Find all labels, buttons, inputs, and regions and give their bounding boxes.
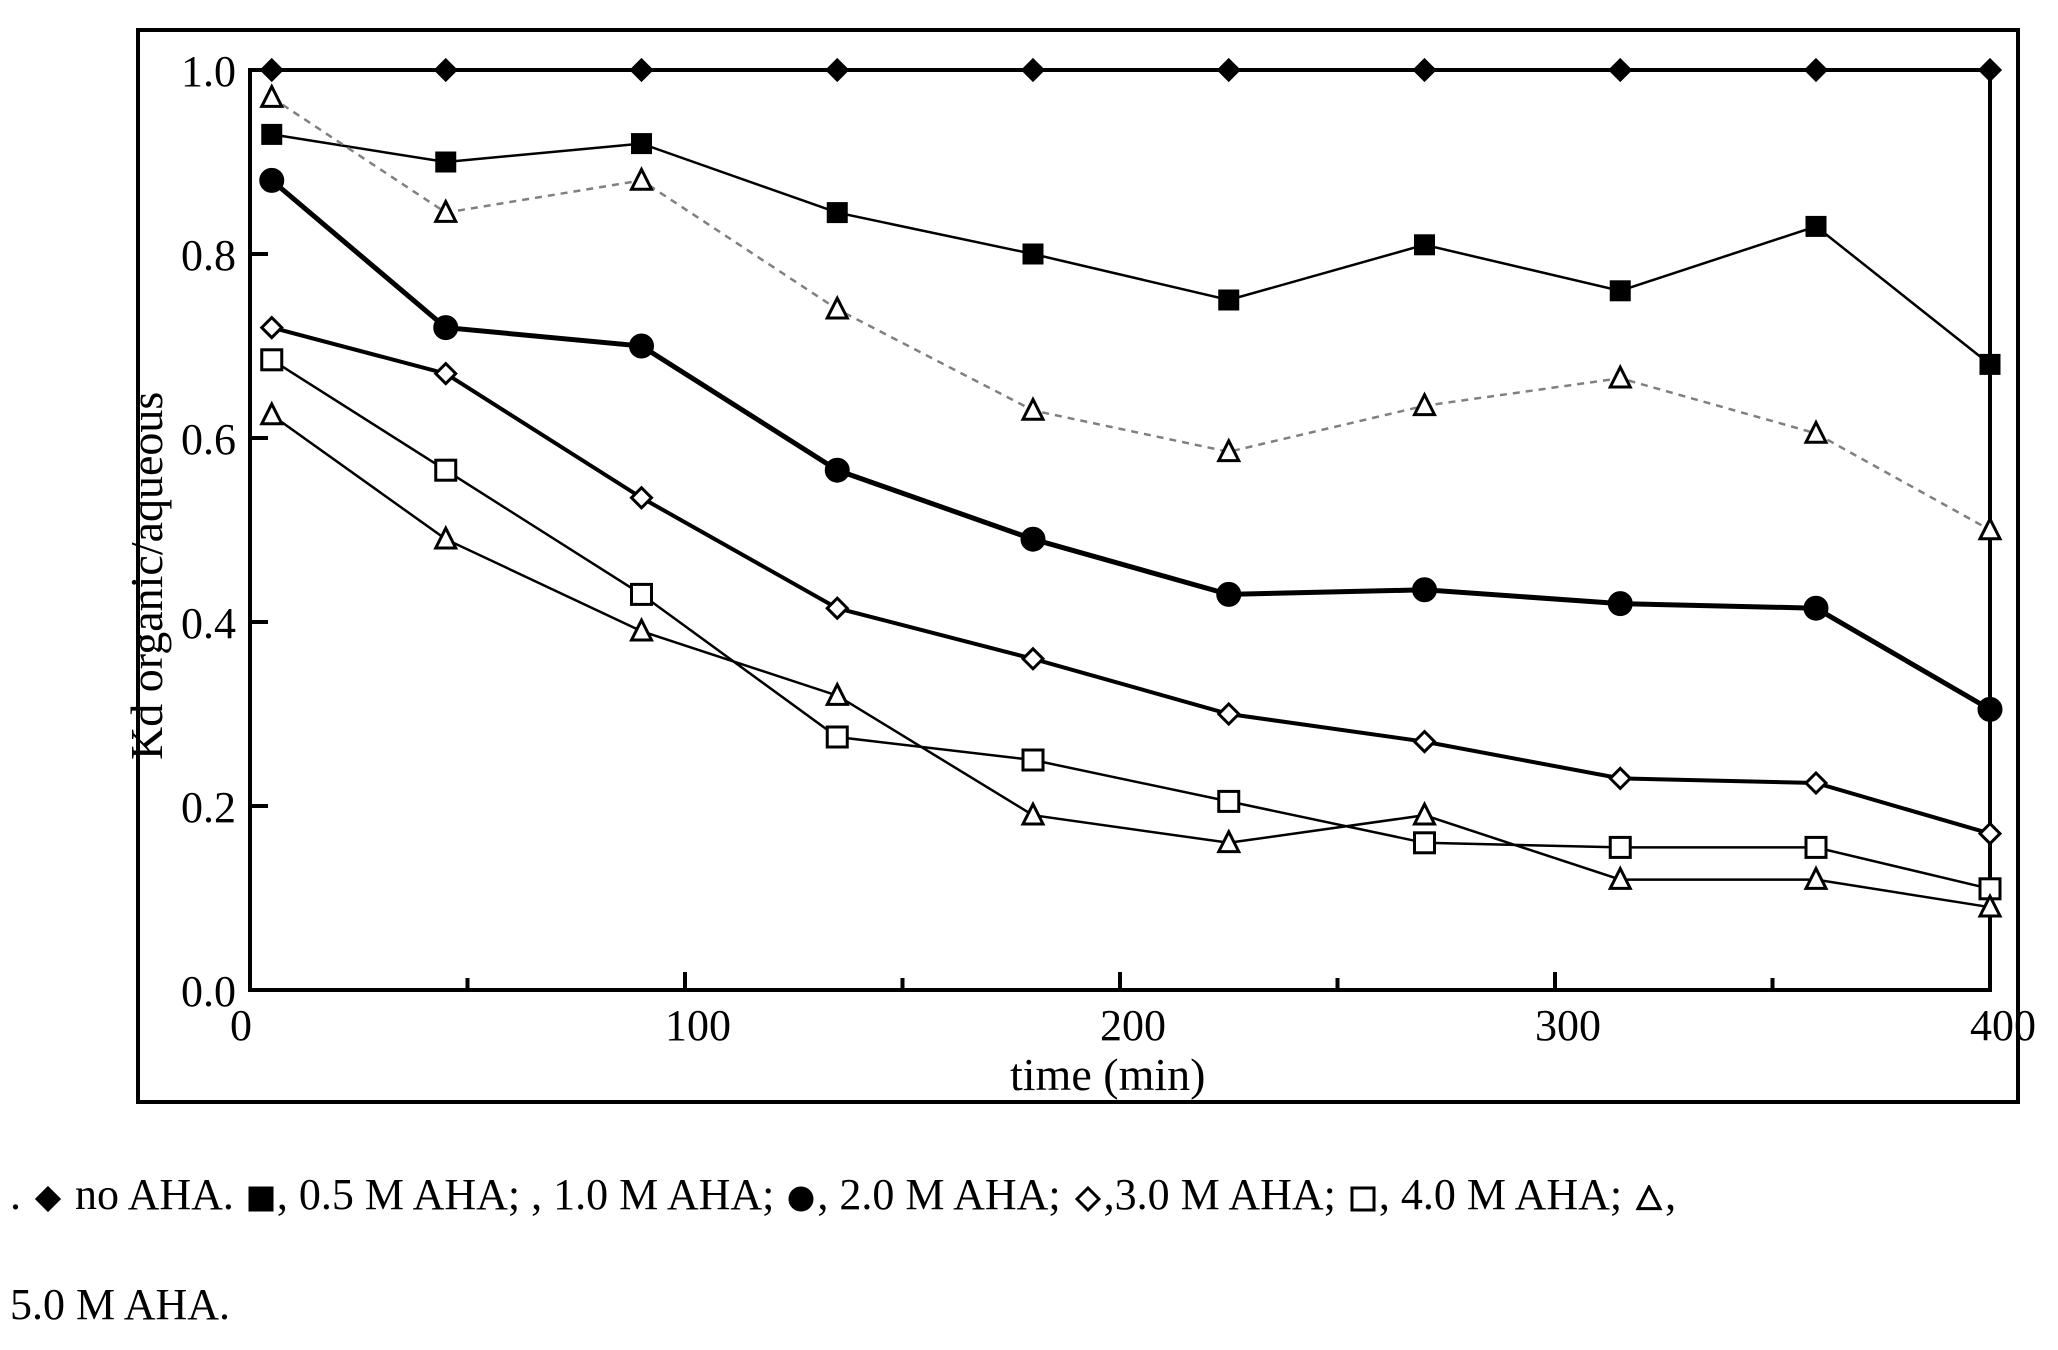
caption-text: ,3.0 M AHA; xyxy=(1104,1170,1347,1219)
series-marker-aha-05 xyxy=(1024,245,1042,263)
y-tick-label: 0.6 xyxy=(181,414,236,465)
y-tick-label: 1.0 xyxy=(181,46,236,97)
series-marker-aha-20 xyxy=(435,317,457,339)
series-marker-aha-20 xyxy=(1609,593,1631,615)
series-marker-aha-05 xyxy=(263,125,281,143)
caption-text: , 4.0 M AHA; xyxy=(1379,1170,1633,1219)
series-marker-aha-40 xyxy=(1219,791,1239,811)
figure-caption: . no AHA. , 0.5 M AHA; , 1.0 M AHA; , 2.… xyxy=(10,1150,2048,1350)
series-marker-aha-40 xyxy=(632,584,652,604)
series-marker-aha-40 xyxy=(1806,837,1826,857)
x-tick-label: 400 xyxy=(1970,1000,2036,1051)
x-tick-label: 300 xyxy=(1535,1000,1601,1051)
series-marker-aha-20 xyxy=(826,459,848,481)
x-axis-title: time (min) xyxy=(1010,1048,1205,1101)
y-tick-label: 0.8 xyxy=(181,230,236,281)
series-marker-aha-40 xyxy=(827,727,847,747)
series-marker-aha-40 xyxy=(436,460,456,480)
y-axis-title: Kd organic/aqueous xyxy=(120,392,173,760)
x-axis-title-text: time (min) xyxy=(1010,1049,1205,1100)
y-tick-label: 0.4 xyxy=(181,598,236,649)
caption-text: no AHA. xyxy=(64,1170,245,1219)
series-marker-aha-05 xyxy=(1220,291,1238,309)
caption-text: , 2.0 M AHA; xyxy=(817,1170,1071,1219)
caption-line-2: 5.0 M AHA. xyxy=(10,1260,2048,1350)
series-marker-aha-40 xyxy=(262,350,282,370)
series-marker-aha-20 xyxy=(1805,597,1827,619)
x-tick-label: 0 xyxy=(230,1000,252,1051)
x-tick-label: 200 xyxy=(1100,1000,1166,1051)
series-marker-aha-40 xyxy=(1023,750,1043,770)
outer-frame xyxy=(0,0,2058,1342)
y-axis-title-text: Kd organic/aqueous xyxy=(121,392,172,760)
series-marker-aha-40 xyxy=(1610,837,1630,857)
series-marker-aha-05 xyxy=(633,135,651,153)
series-marker-aha-20 xyxy=(261,169,283,191)
series-marker-aha-05 xyxy=(1416,236,1434,254)
caption-line-1: . no AHA. , 0.5 M AHA; , 1.0 M AHA; , 2.… xyxy=(10,1150,2048,1240)
series-marker-aha-40 xyxy=(1415,833,1435,853)
series-marker-aha-20 xyxy=(631,335,653,357)
series-marker-aha-20 xyxy=(1979,698,2001,720)
series-marker-aha-05 xyxy=(1611,282,1629,300)
series-marker-aha-20 xyxy=(1414,579,1436,601)
series-marker-aha-05 xyxy=(828,204,846,222)
caption-text: , 0.5 M AHA; , 1.0 M AHA; xyxy=(277,1170,786,1219)
y-tick-label: 0.2 xyxy=(181,782,236,833)
caption-text: , xyxy=(1665,1170,1676,1219)
series-marker-aha-20 xyxy=(1022,528,1044,550)
page: 0.0 0.2 0.4 0.6 0.8 1.0 0 100 200 300 400 Kd orga… xyxy=(0,0,2058,1342)
series-marker-aha-05 xyxy=(1807,217,1825,235)
series-marker-aha-20 xyxy=(1218,583,1240,605)
y-tick-label: 0.0 xyxy=(181,966,236,1017)
series-marker-aha-05 xyxy=(1981,355,1999,373)
series-marker-aha-05 xyxy=(437,153,455,171)
x-tick-label: 100 xyxy=(665,1000,731,1051)
